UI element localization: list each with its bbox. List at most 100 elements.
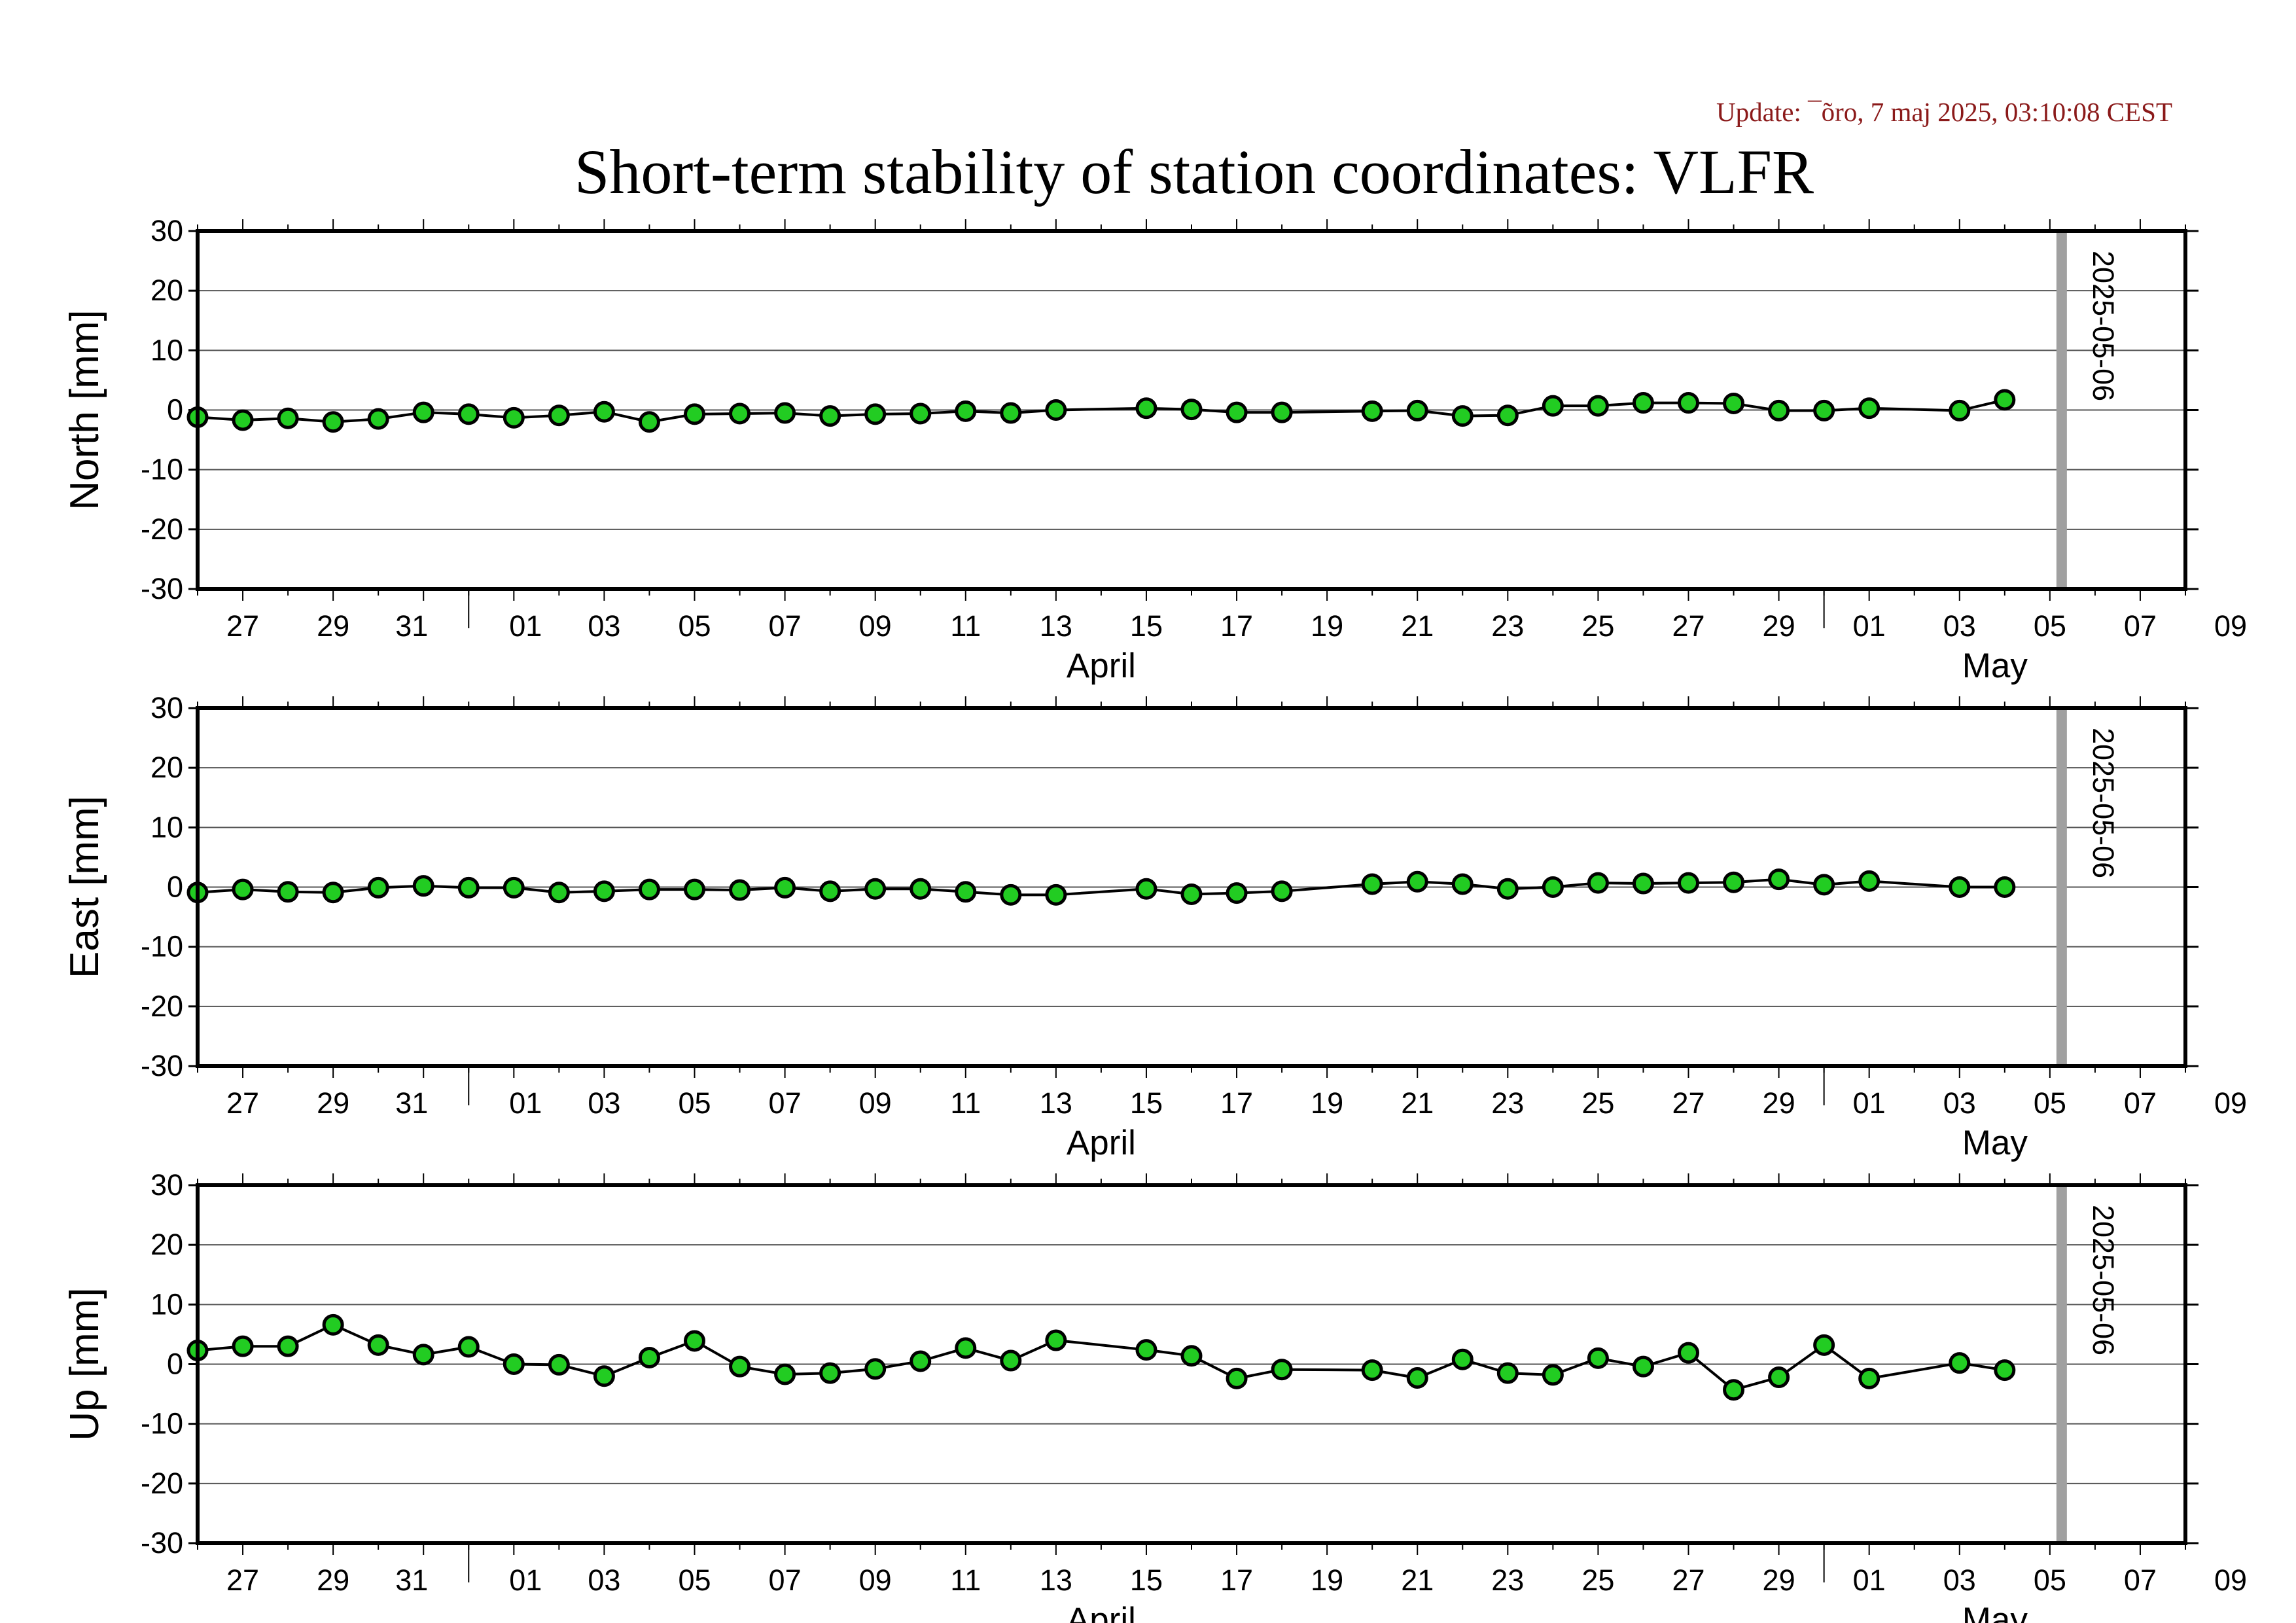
x-tick-label: 05: [2034, 1086, 2066, 1120]
y-tick-label: 20: [150, 751, 183, 784]
data-point: [1361, 400, 1383, 422]
x-tick-label: 03: [588, 609, 620, 643]
data-point: [638, 878, 660, 901]
data-point: [232, 878, 254, 901]
x-tick-label: 09: [859, 609, 892, 643]
x-tick-label: 11: [950, 1086, 981, 1120]
y-tick-label: 10: [150, 333, 183, 366]
x-tick-label: 17: [1220, 609, 1253, 643]
data-point: [322, 882, 344, 904]
y-tick-label: -20: [141, 990, 183, 1023]
data-point: [503, 876, 525, 899]
data-point: [1000, 1349, 1022, 1372]
x-tick-label: 29: [317, 1563, 349, 1597]
data-point: [819, 1362, 841, 1384]
x-tick-label: 31: [395, 609, 428, 643]
month-label: May: [1962, 647, 2028, 685]
x-tick-label: 01: [1853, 1086, 1886, 1120]
data-point: [593, 401, 615, 423]
x-tick-label: 03: [588, 1086, 620, 1120]
data-point: [1632, 1355, 1654, 1378]
date-marker-label: 2025-05-06: [2087, 251, 2120, 401]
data-point: [910, 402, 932, 425]
x-tick-label: 11: [950, 1563, 981, 1597]
data-point: [1226, 882, 1248, 904]
month-label: April: [1067, 1601, 1136, 1623]
x-tick-label: 19: [1311, 609, 1343, 643]
y-tick-label: -30: [141, 1526, 183, 1560]
data-point: [864, 1358, 887, 1380]
panel-3: 30 20 10 0 -10 -20 -30 Up [mm] 27 29 31 01 03 05 07 09 1…: [62, 1168, 2247, 1623]
data-point: [955, 400, 977, 422]
data-point: [1723, 1379, 1745, 1401]
y-tick-label: -20: [141, 512, 183, 546]
data-point: [457, 876, 480, 899]
y-tick-label: -20: [141, 1467, 183, 1500]
data-point: [1271, 1359, 1293, 1381]
x-tick-label: 01: [509, 1563, 542, 1597]
data-point: [684, 1330, 705, 1352]
y-tick-label: 30: [150, 214, 183, 247]
panel-2: 30 20 10 0 -10 -20 -30 East [mm] 27 29 31 01 03 05 07 0…: [62, 691, 2247, 1162]
data-point: [1361, 873, 1383, 895]
data-point: [1768, 1366, 1790, 1389]
panel-1: 30 20 10 0 -10 -20 -30 North [mm] 27 29 31 01 03 05 07…: [62, 214, 2247, 685]
data-point: [864, 403, 887, 425]
data-point: [1542, 876, 1564, 898]
data-point: [1180, 883, 1203, 905]
x-tick-label: 15: [1130, 1563, 1163, 1597]
data-point: [638, 411, 660, 433]
data-point: [1949, 1352, 1971, 1374]
plot-frame: [196, 1183, 2187, 1545]
data-point: [1858, 397, 1881, 419]
data-point: [1678, 392, 1699, 414]
data-point: [1858, 1367, 1881, 1389]
panels-container: 30 20 10 0 -10 -20 -30 North [mm] 27 29 31 01 03 05 07…: [62, 214, 2247, 1623]
x-tick-label: 13: [1040, 609, 1072, 643]
x-tick-label: 01: [509, 609, 542, 643]
data-point: [457, 403, 480, 425]
data-point: [864, 878, 887, 900]
x-tick-label: 07: [769, 1563, 802, 1597]
x-tick-label: 17: [1220, 1086, 1253, 1120]
data-point: [1271, 401, 1293, 423]
x-tick-label: 05: [2034, 1563, 2066, 1597]
x-tick-label: 29: [317, 1086, 349, 1120]
data-point: [1542, 1364, 1564, 1386]
data-point: [910, 1350, 932, 1372]
data-point: [1813, 1334, 1835, 1356]
data-point: [1406, 870, 1428, 893]
x-tick-label: 15: [1130, 1086, 1163, 1120]
data-point: [729, 402, 751, 425]
x-tick-label: 07: [2124, 1563, 2157, 1597]
data-point: [1406, 1366, 1428, 1389]
x-tick-label: 21: [1401, 1563, 1434, 1597]
data-point: [684, 403, 705, 425]
update-timestamp: Update: ¯õro, 7 maj 2025, 03:10:08 CEST: [1716, 97, 2172, 127]
x-tick-label: 01: [1853, 1563, 1886, 1597]
data-point: [1768, 868, 1790, 891]
chart-title: Short-term stability of station coordina…: [574, 137, 1814, 207]
data-point: [1226, 401, 1248, 423]
x-tick-label: 13: [1040, 1086, 1072, 1120]
data-point: [1451, 405, 1474, 427]
data-point: [367, 876, 389, 899]
data-point: [1135, 397, 1157, 419]
data-point: [1994, 1359, 2016, 1382]
data-point: [774, 1363, 796, 1385]
x-tick-label: 01: [509, 1086, 542, 1120]
data-point: [1180, 1345, 1203, 1367]
data-point: [322, 411, 344, 433]
data-point: [729, 1355, 751, 1378]
data-point: [819, 405, 841, 427]
y-tick-label: 30: [150, 1168, 183, 1202]
data-point: [277, 407, 299, 429]
data-point: [548, 1353, 570, 1376]
x-tick-label: 05: [678, 1563, 711, 1597]
x-tick-label: 21: [1401, 609, 1434, 643]
data-point: [367, 1334, 389, 1356]
x-tick-label: 07: [769, 609, 802, 643]
x-tick-label: 29: [1763, 1563, 1795, 1597]
y-axis-title: Up [mm]: [62, 1287, 107, 1440]
x-tick-label: 09: [859, 1563, 892, 1597]
